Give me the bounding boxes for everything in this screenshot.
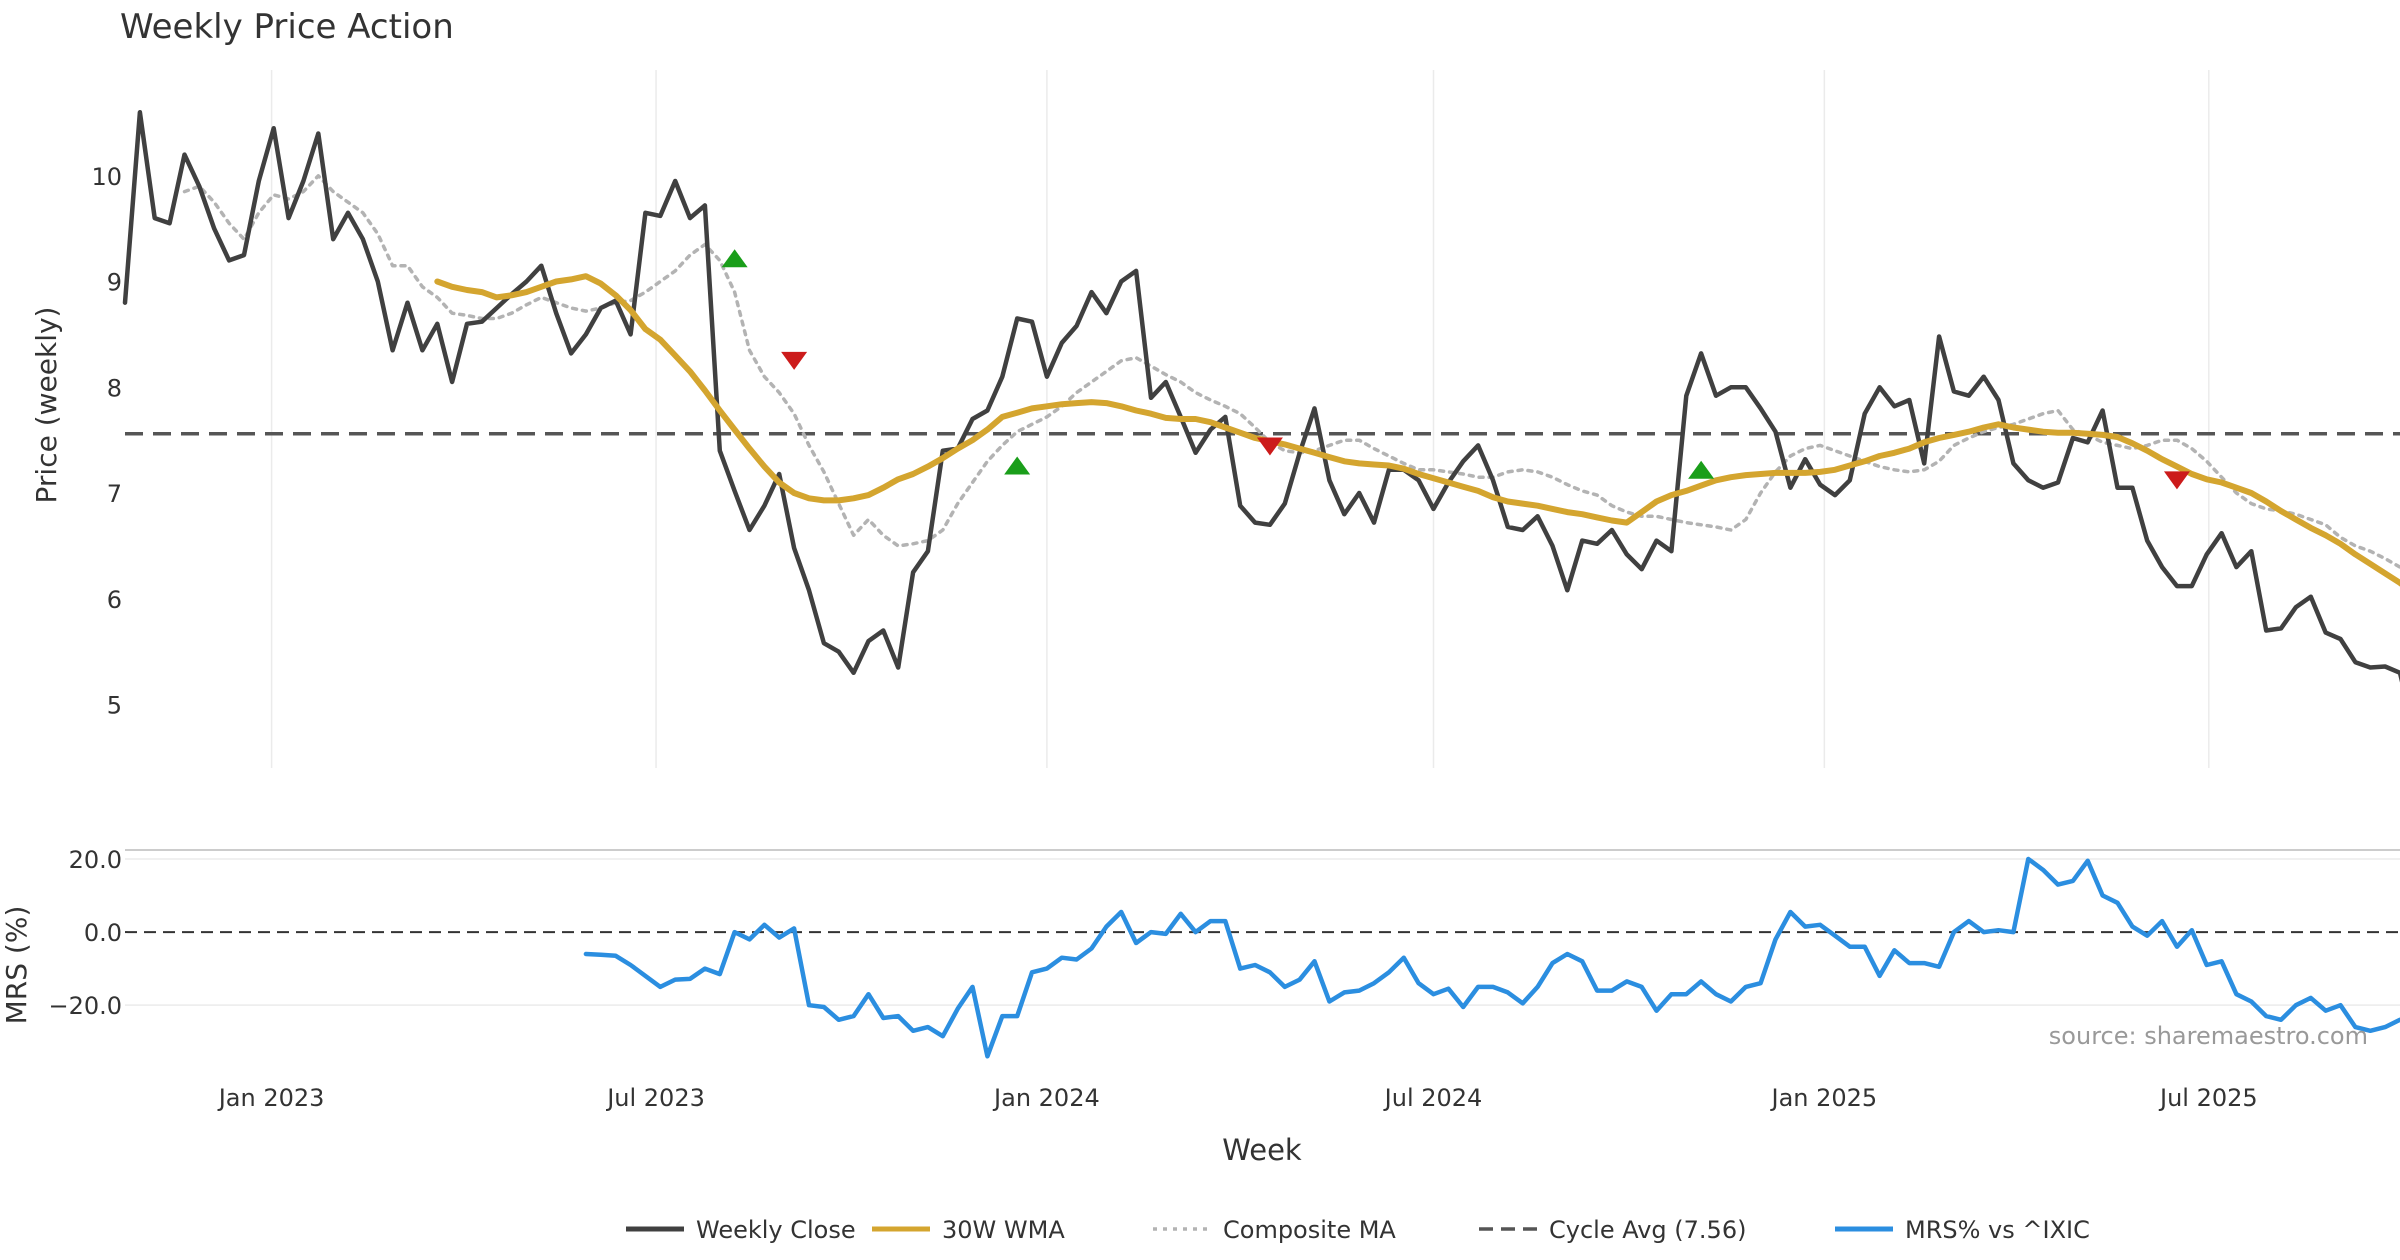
- price-y-tick-label-4: 9: [107, 269, 122, 297]
- sell-signal-marker-5: [2163, 471, 2190, 490]
- price-y-tick-label-5: 10: [91, 163, 122, 191]
- buy-signal-marker-4: [1688, 460, 1715, 479]
- price-y-tick-label-0: 5: [107, 692, 122, 720]
- weekly-close-line: [122, 110, 2400, 683]
- legend: Weekly Close 30W WMA Composite MA Cycle Avg…: [626, 1216, 2090, 1244]
- price-y-tick-label-1: 6: [107, 586, 122, 614]
- sell-signal-marker-3: [1256, 437, 1283, 456]
- price-panel-gridlines: [270, 70, 2210, 768]
- price-y-tick-label-3: 8: [107, 374, 122, 402]
- composite-ma-line: [182, 174, 2400, 570]
- source-annotation: source: sharemaestro.com: [2049, 1022, 2368, 1050]
- mrs-line: [583, 856, 2400, 1059]
- x-axis-label: Week: [1222, 1133, 1302, 1167]
- legend-label-2: Composite MA: [1223, 1216, 1396, 1244]
- x-tick-label-4: Jan 2025: [1769, 1084, 1877, 1112]
- price-plot-area: [122, 110, 2400, 683]
- chart-title: Weekly Price Action: [120, 7, 454, 47]
- x-tick-label-1: Jul 2023: [605, 1084, 705, 1112]
- mrs-y-tick-label-0: 20.0: [69, 846, 122, 874]
- mrs-panel-gridlines: [125, 849, 2400, 1006]
- mrs-y-tick-label-1: 0.0: [84, 919, 122, 947]
- legend-label-1: 30W WMA: [942, 1216, 1065, 1244]
- wma-30w-line: [434, 273, 2400, 587]
- mrs-y-axis-label: MRS (%): [0, 906, 33, 1025]
- price-y-axis: 5 6 7 8 9 10: [91, 163, 122, 720]
- x-tick-label-5: Jul 2025: [2158, 1084, 2258, 1112]
- mrs-y-tick-label-2: −20.0: [48, 992, 122, 1020]
- price-y-axis-label: Price (weekly): [30, 307, 63, 504]
- legend-label-3: Cycle Avg (7.56): [1549, 1216, 1746, 1244]
- legend-label-4: MRS% vs ^IXIC: [1905, 1216, 2090, 1244]
- price-y-tick-label-2: 7: [107, 480, 122, 508]
- buy-signal-marker-0: [721, 249, 748, 268]
- mrs-plot-area: [125, 856, 2400, 1059]
- x-axis: Jan 2023 Jul 2023 Jan 2024 Jul 2024 Jan 2025…: [217, 1084, 2258, 1112]
- legend-label-0: Weekly Close: [696, 1216, 856, 1244]
- sell-signal-marker-1: [781, 351, 808, 370]
- mrs-y-axis: 20.0 0.0 −20.0: [48, 846, 122, 1020]
- x-tick-label-0: Jan 2023: [217, 1084, 325, 1112]
- x-tick-label-2: Jan 2024: [992, 1084, 1100, 1112]
- buy-signal-marker-2: [1004, 456, 1031, 475]
- x-tick-label-3: Jul 2024: [1383, 1084, 1483, 1112]
